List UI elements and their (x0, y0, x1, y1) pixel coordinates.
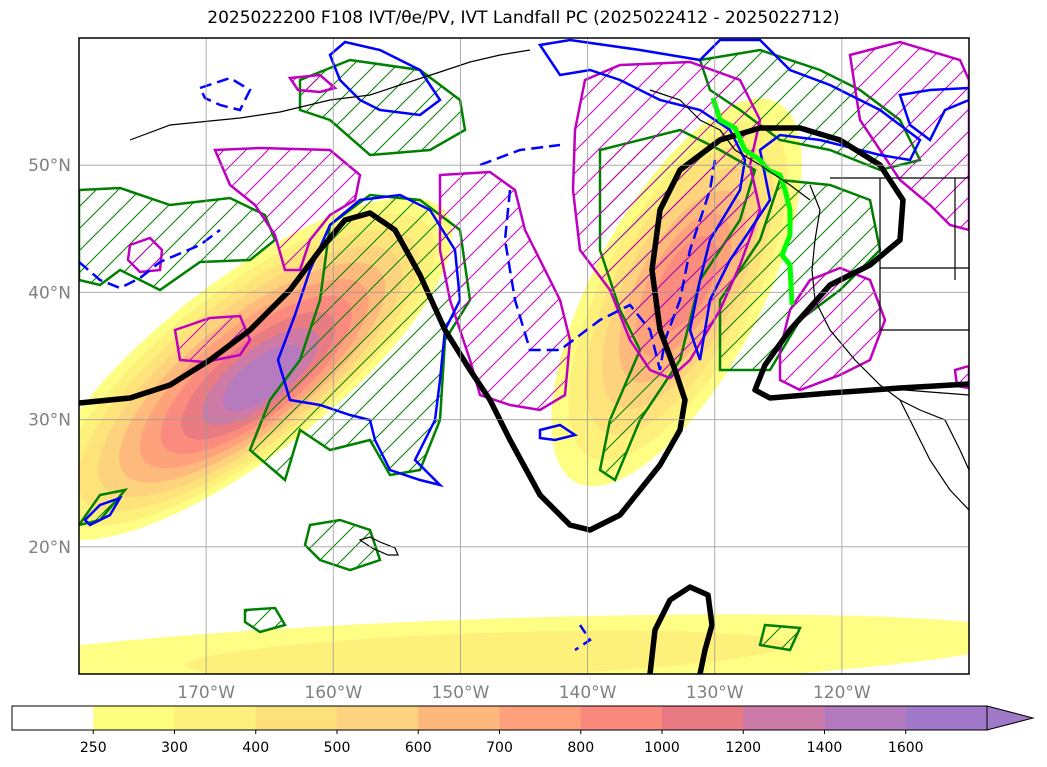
lat-tick-label: 30°N (28, 411, 71, 431)
blue-solid-contour (276, 193, 462, 488)
lon-tick-label: 160°W (304, 683, 362, 703)
us-mexico-border (879, 387, 969, 396)
blue-solid-contour (537, 38, 922, 361)
lon-tick-label: 120°W (813, 683, 871, 703)
colorbar-bin (174, 706, 257, 730)
colorbar-bin (824, 706, 907, 730)
magenta-region (126, 236, 164, 274)
colorbar-extend-arrow (986, 705, 1035, 731)
magenta-region (287, 73, 338, 94)
alaska-coast (129, 49, 531, 141)
theta-e-contours (79, 125, 969, 674)
lat-tick-label: 50°N (28, 156, 71, 176)
ivt-contour-fill (222, 344, 302, 412)
colorbar-tick-label: 1000 (644, 740, 680, 756)
colorbar-tick-label: 1600 (888, 740, 924, 756)
colorbar-tick-label: 1200 (725, 740, 761, 756)
ivt-contour-fill (186, 630, 786, 674)
theta-e-contour (79, 125, 969, 533)
colorbar-bin (255, 706, 338, 730)
bc-coast (649, 89, 811, 201)
green-region (79, 186, 277, 292)
state-border (879, 268, 969, 331)
green-region (303, 518, 382, 572)
chart-title: 2025022200 F108 IVT/θe/PV, IVT Landfall … (207, 8, 840, 28)
colorbar-tick-label: 700 (486, 740, 513, 756)
colorbar-tick-label: 800 (567, 740, 594, 756)
landfall-line (710, 97, 795, 306)
lat-tick-label: 20°N (28, 538, 71, 558)
green-region (758, 623, 802, 652)
blue-dashed-contour (198, 76, 252, 112)
blue-solid-contour (83, 495, 123, 527)
colorbar-tick-label: 1400 (807, 740, 843, 756)
green-region (243, 606, 287, 634)
lon-tick-label: 170°W (177, 683, 235, 703)
gridlines (79, 38, 969, 674)
colorbar-bin (662, 706, 744, 730)
theta-e-contour (647, 584, 715, 674)
green-region (298, 58, 467, 157)
blue-dashed-contour (503, 159, 717, 371)
blue-contours (79, 38, 969, 652)
hawaii (358, 536, 399, 556)
colorbar-tick-label: 250 (80, 740, 107, 756)
colorbar-bin (337, 706, 419, 730)
magenta-region (213, 146, 362, 272)
blue-dashed-contour (574, 624, 592, 652)
colorbar-bin (12, 706, 94, 730)
colorbar-bin (743, 706, 825, 730)
blue-solid-contour (328, 40, 442, 117)
colorbar-tick-label: 500 (324, 740, 351, 756)
colorbar-bin (418, 706, 500, 730)
colorbar-tick-label: 600 (405, 740, 432, 756)
colorbar: 250 300 400 500 600 700 800 1000 1200 1400 1600 (11, 705, 1035, 756)
blue-dashed-contour (479, 143, 561, 167)
map-frame (78, 37, 970, 675)
blue-solid-contour (538, 423, 579, 442)
lat-tick-label: 40°N (28, 283, 71, 303)
colorbar-bin (905, 706, 988, 730)
magenta-region (778, 266, 887, 392)
magenta-region (173, 314, 252, 364)
colorbar-bin (499, 706, 582, 730)
lon-tick-label: 130°W (686, 683, 744, 703)
longitude-labels: 170°W 160°W 150°W 140°W 130°W 120°W (177, 683, 871, 703)
lon-tick-label: 140°W (559, 683, 617, 703)
colorbar-tick-label: 400 (242, 740, 269, 756)
blue-solid-contour (898, 86, 969, 142)
colorbar-bin (93, 706, 175, 730)
blue-dashed-contour (79, 229, 221, 290)
lon-tick-label: 150°W (432, 683, 490, 703)
colorbar-bin (580, 706, 663, 730)
latitude-labels: 20°N 30°N 40°N 50°N (28, 156, 71, 558)
colorbar-tick-label: 300 (161, 740, 188, 756)
